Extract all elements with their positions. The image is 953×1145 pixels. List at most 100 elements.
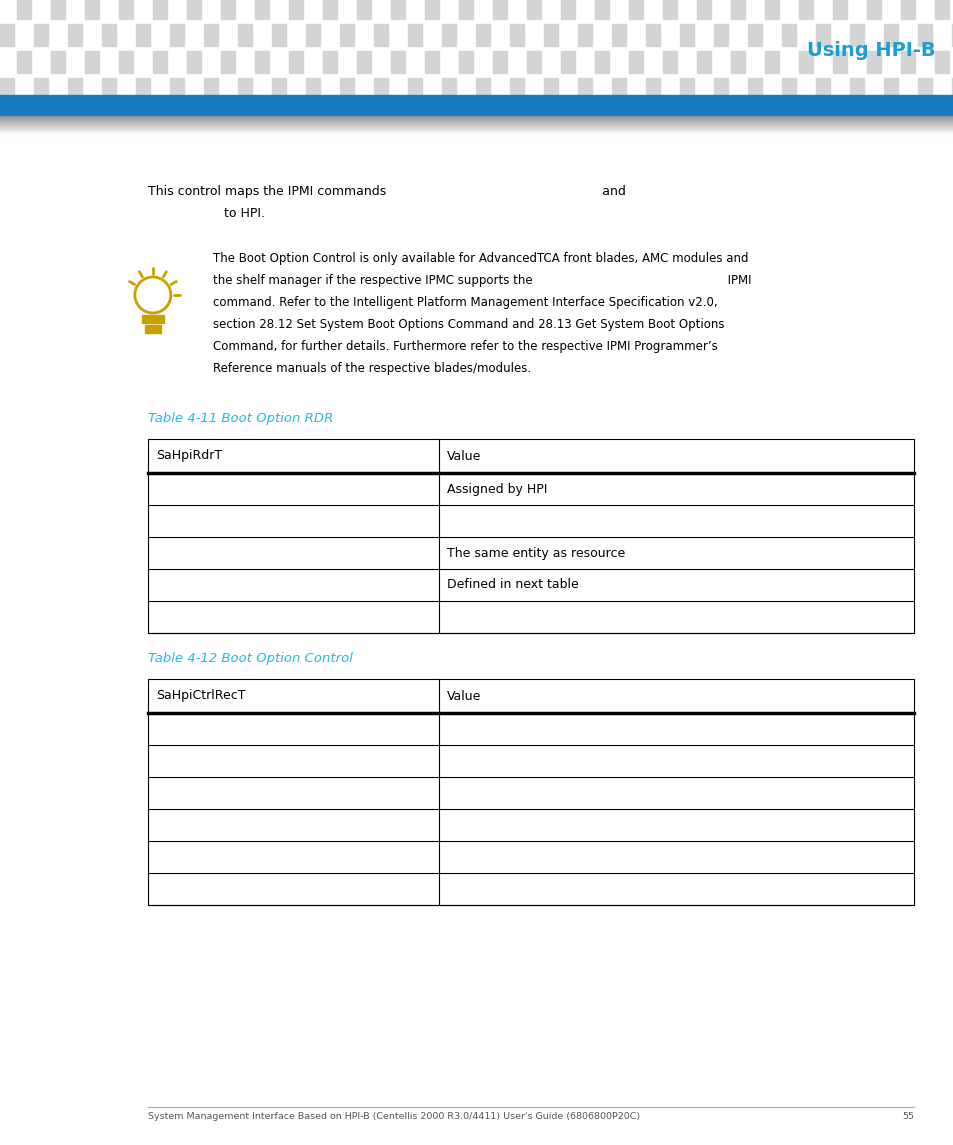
Bar xyxy=(51,52,65,73)
Bar xyxy=(713,78,727,100)
Bar xyxy=(221,0,234,19)
Text: The Boot Option Control is only available for AdvancedTCA front blades, AMC modu: The Boot Option Control is only availabl… xyxy=(213,252,747,264)
Bar xyxy=(0,95,953,115)
Bar xyxy=(306,78,319,100)
Bar xyxy=(145,325,161,333)
Bar xyxy=(543,78,558,100)
Bar xyxy=(339,24,354,46)
Bar xyxy=(136,78,150,100)
Bar xyxy=(102,78,116,100)
Bar xyxy=(662,0,677,19)
Bar xyxy=(799,52,812,73)
Bar xyxy=(578,78,592,100)
Bar xyxy=(917,78,931,100)
Text: command. Refer to the Intelligent Platform Management Interface Specification v2: command. Refer to the Intelligent Platfo… xyxy=(213,297,717,309)
Text: Assigned by HPI: Assigned by HPI xyxy=(447,482,547,496)
Bar xyxy=(408,24,421,46)
Bar xyxy=(391,0,405,19)
Bar xyxy=(747,78,761,100)
Bar xyxy=(917,24,931,46)
Bar xyxy=(543,24,558,46)
Bar xyxy=(68,78,82,100)
Bar xyxy=(595,52,608,73)
Bar xyxy=(339,78,354,100)
Bar xyxy=(645,78,659,100)
Bar xyxy=(119,52,132,73)
Text: Value: Value xyxy=(447,450,481,463)
Text: SaHpiCtrlRecT: SaHpiCtrlRecT xyxy=(155,689,245,703)
Bar xyxy=(900,0,914,19)
Bar xyxy=(560,52,575,73)
Bar xyxy=(849,24,863,46)
Bar xyxy=(951,24,953,46)
Text: 55: 55 xyxy=(901,1112,913,1121)
Bar xyxy=(289,0,303,19)
Bar xyxy=(697,52,710,73)
Bar xyxy=(883,78,897,100)
Text: Table 4-11 Boot Option RDR: Table 4-11 Boot Option RDR xyxy=(148,412,333,425)
Bar xyxy=(832,0,846,19)
Bar xyxy=(119,0,132,19)
Bar xyxy=(866,52,880,73)
Bar xyxy=(815,78,829,100)
Bar xyxy=(323,0,336,19)
Bar xyxy=(934,0,948,19)
Bar xyxy=(424,52,438,73)
Bar xyxy=(510,78,523,100)
Text: The same entity as resource: The same entity as resource xyxy=(447,546,624,560)
Bar xyxy=(799,0,812,19)
Bar xyxy=(832,52,846,73)
Bar xyxy=(612,78,625,100)
Bar xyxy=(476,24,490,46)
Bar xyxy=(306,24,319,46)
Bar xyxy=(254,0,269,19)
Bar xyxy=(493,52,506,73)
Bar xyxy=(493,0,506,19)
Bar xyxy=(849,78,863,100)
Bar xyxy=(152,52,167,73)
Bar xyxy=(747,24,761,46)
Bar xyxy=(662,52,677,73)
Bar xyxy=(85,0,99,19)
Bar xyxy=(679,24,693,46)
Text: SaHpiRdrT: SaHpiRdrT xyxy=(155,450,222,463)
Bar xyxy=(356,0,371,19)
Bar xyxy=(102,24,116,46)
Bar xyxy=(866,0,880,19)
Bar xyxy=(170,78,184,100)
Bar xyxy=(187,0,201,19)
Bar xyxy=(187,52,201,73)
Text: Command, for further details. Furthermore refer to the respective IPMI Programme: Command, for further details. Furthermor… xyxy=(213,340,717,353)
Text: the shelf manager if the respective IPMC supports the                           : the shelf manager if the respective IPMC… xyxy=(213,274,751,287)
Bar xyxy=(697,0,710,19)
Bar xyxy=(221,52,234,73)
Bar xyxy=(237,24,252,46)
Bar xyxy=(0,78,14,100)
Bar xyxy=(781,24,795,46)
Bar xyxy=(237,78,252,100)
Bar xyxy=(458,0,473,19)
Bar xyxy=(441,78,456,100)
Bar xyxy=(204,78,218,100)
Text: System Management Interface Based on HPI-B (Centellis 2000 R3.0/4411) User's Gui: System Management Interface Based on HPI… xyxy=(148,1112,639,1121)
Bar xyxy=(424,0,438,19)
Bar xyxy=(17,52,30,73)
Bar xyxy=(951,78,953,100)
Text: Reference manuals of the respective blades/modules.: Reference manuals of the respective blad… xyxy=(213,362,531,376)
Bar xyxy=(458,52,473,73)
Text: This control maps the IPMI commands                                             : This control maps the IPMI commands xyxy=(148,185,625,198)
Bar xyxy=(391,52,405,73)
Bar xyxy=(17,0,30,19)
Bar xyxy=(730,0,744,19)
Bar xyxy=(204,24,218,46)
Bar xyxy=(374,78,388,100)
Bar xyxy=(441,24,456,46)
Bar xyxy=(148,679,913,905)
Bar xyxy=(612,24,625,46)
Bar xyxy=(136,24,150,46)
Bar xyxy=(526,52,540,73)
Bar xyxy=(578,24,592,46)
Bar xyxy=(560,0,575,19)
Text: to HPI.: to HPI. xyxy=(148,207,265,220)
Bar xyxy=(510,24,523,46)
